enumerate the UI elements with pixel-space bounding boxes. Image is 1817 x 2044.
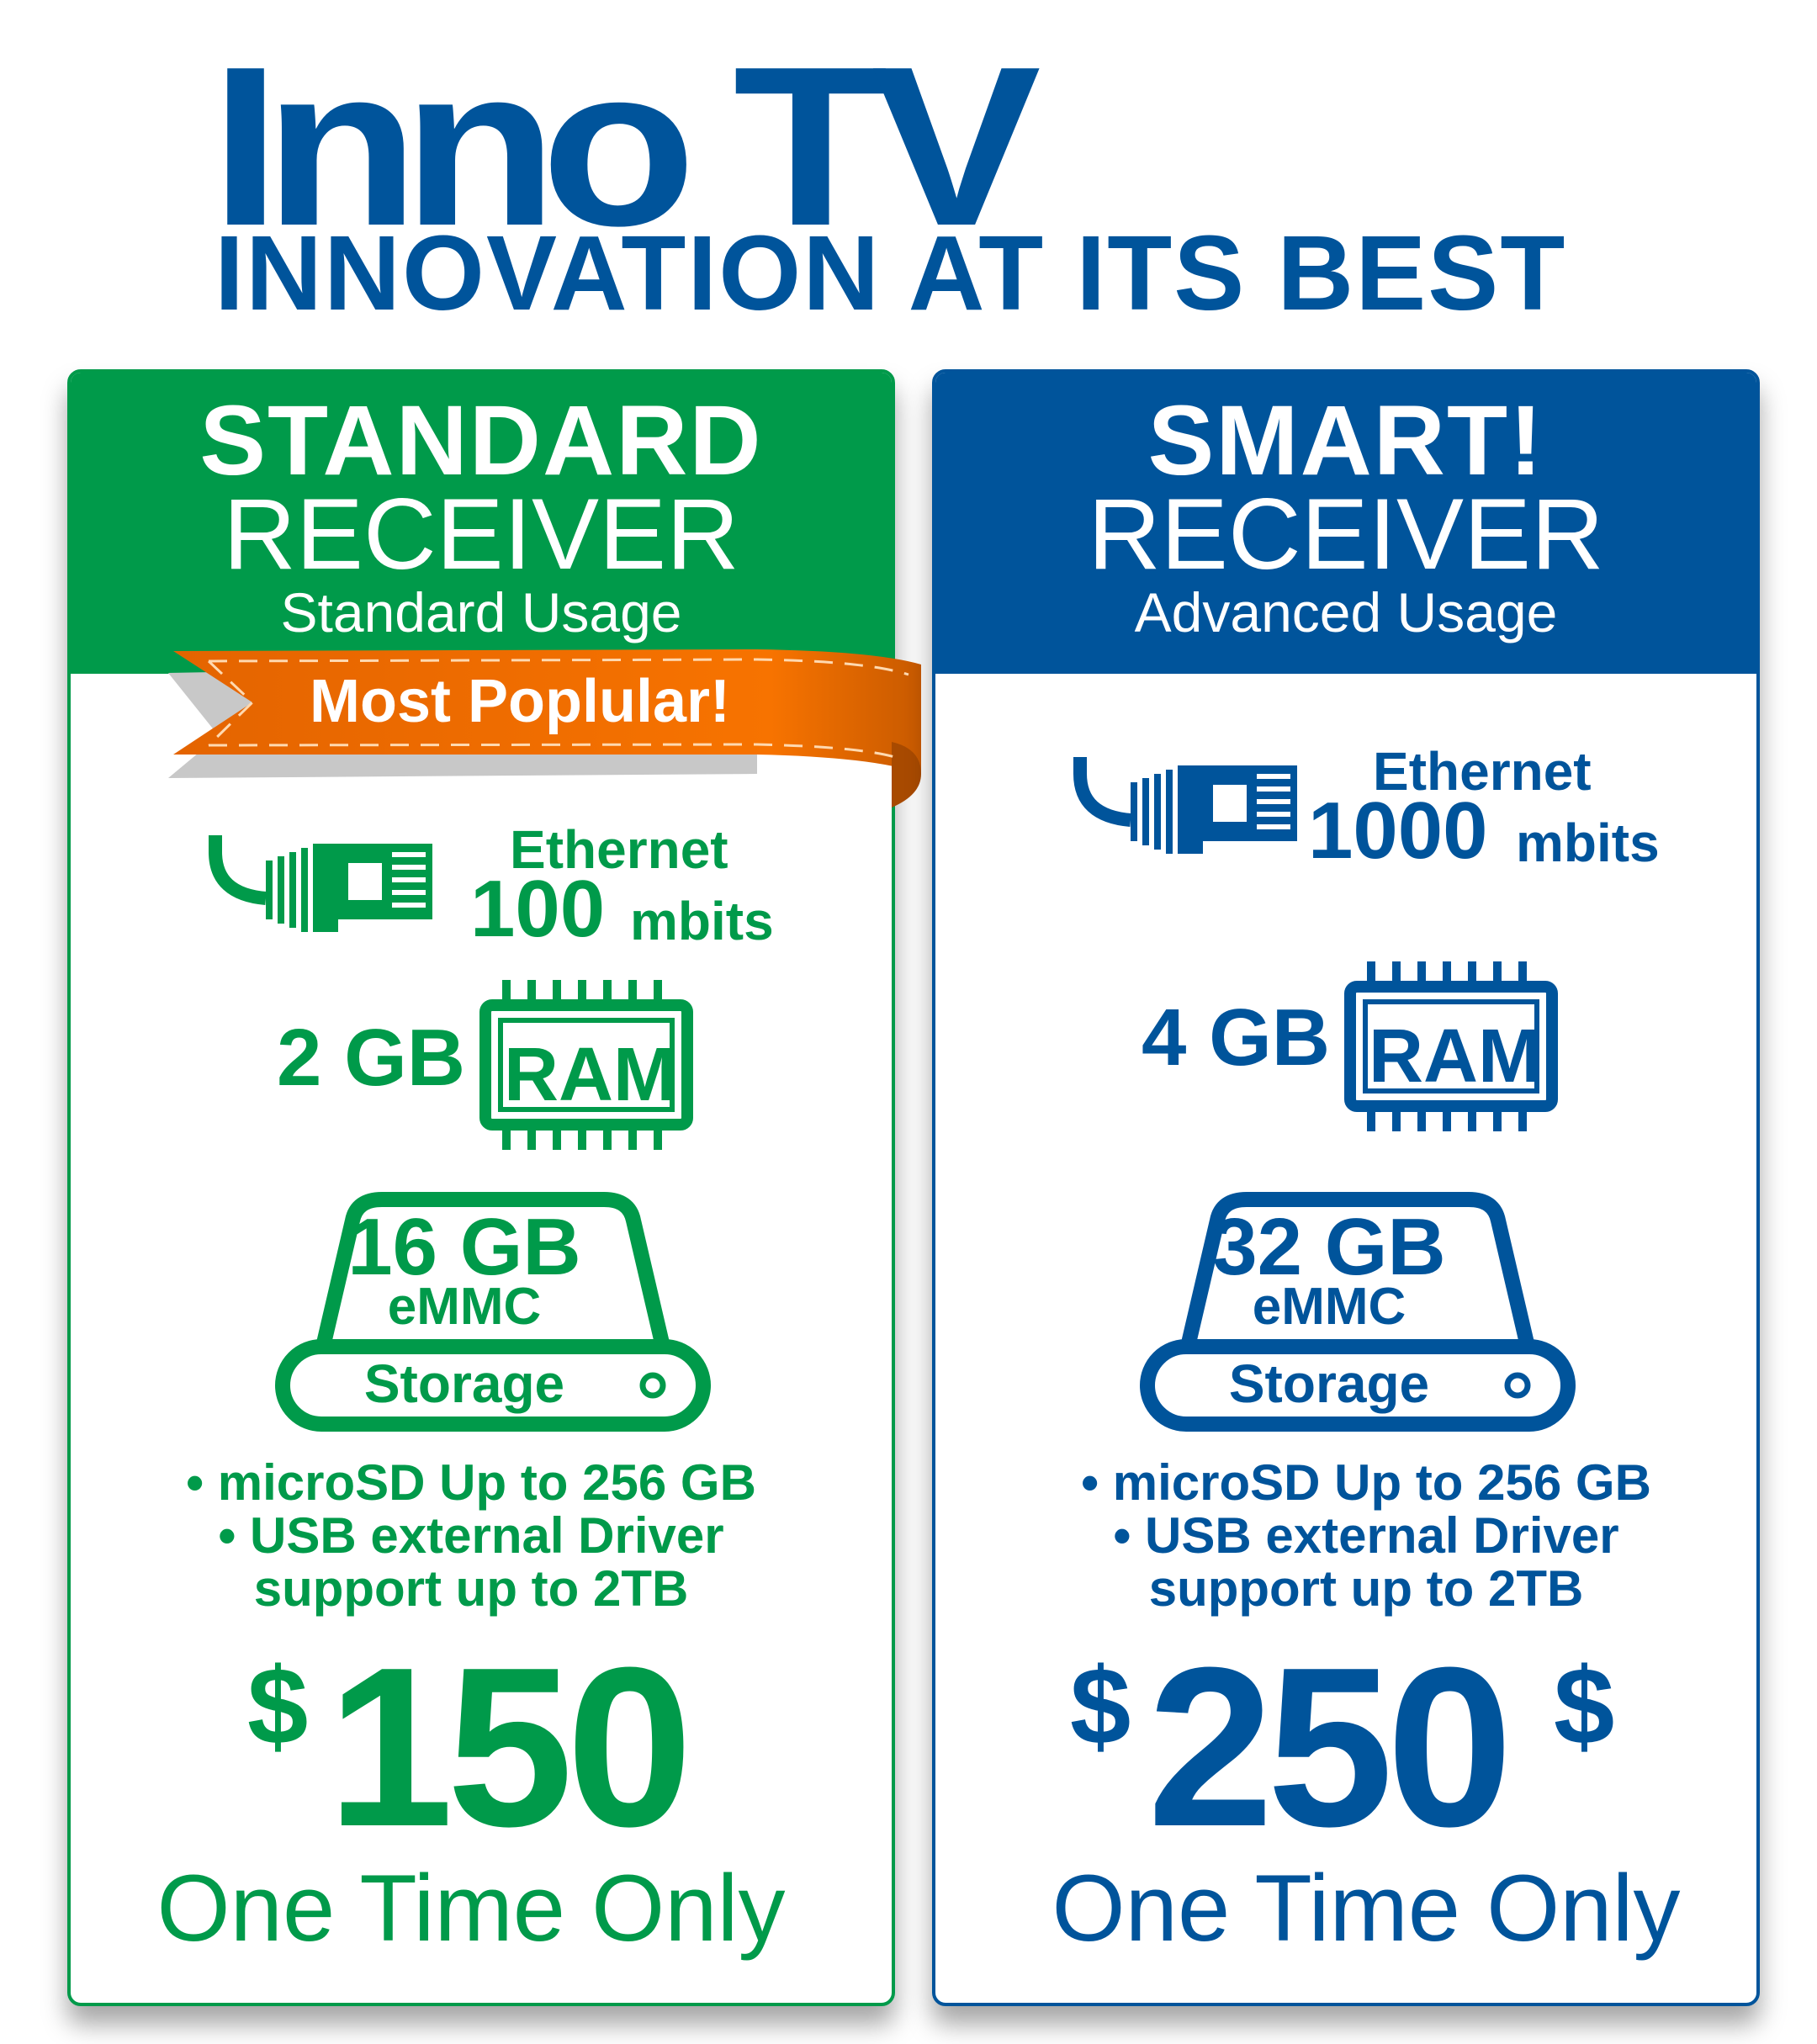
price-amount: 150 xyxy=(327,1621,692,1874)
plan-subtitle: RECEIVER xyxy=(1088,478,1604,590)
plan-header: STANDARD RECEIVER Standard Usage xyxy=(71,373,892,674)
feature-item: • microSD Up to 256 GB xyxy=(186,1454,756,1511)
logo: Inno TV xyxy=(210,20,1041,273)
ram-amount: 4 GB xyxy=(1142,993,1331,1083)
ethernet-icon xyxy=(209,835,432,932)
plan-card-smart: SMART! RECEIVER Advanced Usage Ethernet … xyxy=(932,369,1760,2006)
price-currency-suffix: $ xyxy=(1554,1644,1615,1767)
price-amount: 250 xyxy=(1147,1621,1512,1874)
feature-item: support up to 2TB xyxy=(253,1560,689,1617)
ram-amount: 2 GB xyxy=(277,1013,466,1103)
ethernet-label: Ethernet xyxy=(1373,741,1592,802)
plan-title: STANDARD xyxy=(199,385,763,496)
plan-card-standard: STANDARD RECEIVER Standard Usage Etherne… xyxy=(67,369,895,2006)
plan-subtitle: RECEIVER xyxy=(223,478,739,590)
ram-chip-icon xyxy=(479,980,693,1150)
feature-item: • USB external Driver xyxy=(1113,1507,1619,1564)
ethernet-speed: 1000 xyxy=(1308,786,1488,876)
ram-label: RAM xyxy=(1369,1014,1541,1099)
storage-label: Storage xyxy=(363,1353,565,1414)
feature-item: • microSD Up to 256 GB xyxy=(1081,1454,1651,1511)
ethernet-icon xyxy=(1073,757,1297,854)
storage-amount: 32 GB xyxy=(1212,1202,1446,1292)
storage-amount: 16 GB xyxy=(347,1202,581,1292)
ethernet-label: Ethernet xyxy=(510,819,728,880)
plan-title: SMART! xyxy=(1147,385,1544,496)
storage-drive-icon xyxy=(1140,1192,1576,1432)
most-popular-ribbon xyxy=(168,649,921,808)
ethernet-unit: mbits xyxy=(630,891,774,951)
plan-usage: Standard Usage xyxy=(280,581,682,643)
price-currency: $ xyxy=(1070,1644,1131,1767)
plan-usage: Advanced Usage xyxy=(1134,581,1558,643)
plan-header: SMART! RECEIVER Advanced Usage xyxy=(935,373,1756,674)
ram-label: RAM xyxy=(504,1033,676,1117)
ram-chip-icon xyxy=(1344,961,1558,1131)
feature-item: • USB external Driver xyxy=(218,1507,724,1564)
storage-label: Storage xyxy=(1228,1353,1430,1414)
storage-type: eMMC xyxy=(387,1278,542,1336)
most-popular-badge: Most Poplular! xyxy=(310,668,730,735)
price-currency: $ xyxy=(247,1644,309,1767)
tagline: INNOVATION AT ITS BEST xyxy=(215,214,1567,332)
feature-item: support up to 2TB xyxy=(1148,1560,1584,1617)
ethernet-speed: 100 xyxy=(470,864,606,954)
price-note: One Time Only xyxy=(1052,1856,1681,1961)
storage-type: eMMC xyxy=(1252,1278,1406,1336)
storage-drive-icon xyxy=(275,1192,711,1432)
price-note: One Time Only xyxy=(156,1856,786,1961)
ethernet-unit: mbits xyxy=(1516,813,1660,873)
